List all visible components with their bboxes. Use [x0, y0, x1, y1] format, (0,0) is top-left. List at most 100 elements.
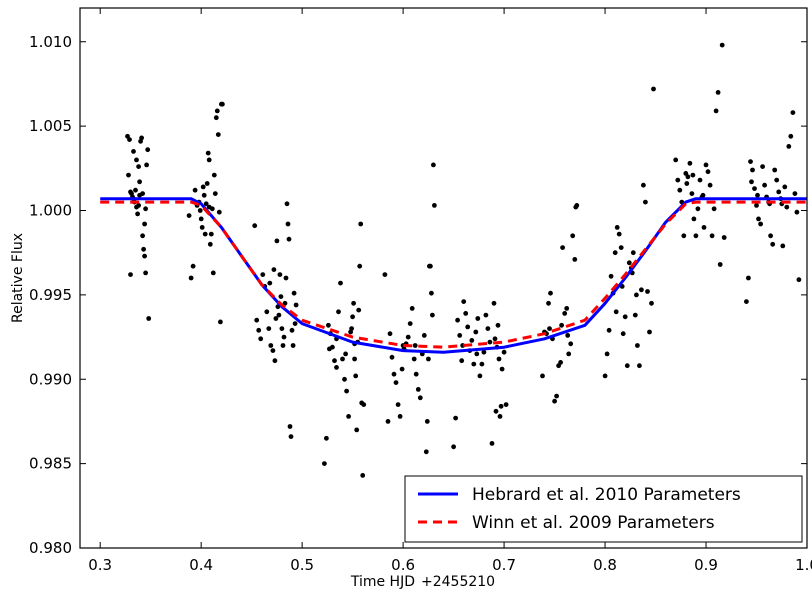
observation-point-241: [675, 177, 681, 183]
observation-point-51: [213, 115, 219, 121]
observation-point-70: [272, 358, 278, 364]
observation-point-252: [697, 177, 703, 183]
observation-point-158: [455, 317, 460, 323]
observation-point-246: [685, 174, 691, 180]
observation-point-163: [465, 324, 471, 330]
observation-point-214: [608, 273, 614, 279]
observation-point-75: [277, 272, 283, 277]
observation-point-29: [142, 221, 148, 227]
observation-point-100: [334, 365, 339, 370]
observation-point-44: [206, 157, 212, 163]
observation-point-266: [690, 172, 696, 178]
observation-point-80: [282, 300, 288, 306]
observation-point-174: [487, 339, 493, 345]
observation-point-153: [432, 203, 437, 208]
observation-point-39: [201, 192, 207, 198]
observation-point-230: [641, 182, 646, 188]
observation-point-53: [215, 132, 221, 138]
observation-point-127: [387, 331, 393, 337]
axis-ticks: 0.3 0.4 0.5 0.6 0.7 0.8 0.9 1.0 0.980 0.985 0.990 0…: [29, 8, 812, 574]
y-tick-label-2: 0.990: [29, 370, 72, 388]
observation-point-104: [342, 376, 347, 382]
x-axis-label: Time HJD: [350, 574, 415, 590]
observation-point-263: [719, 42, 725, 48]
observation-point-14: [139, 135, 145, 141]
observation-point-264: [721, 235, 727, 240]
observation-point-28: [140, 191, 146, 197]
observation-point-217: [614, 225, 620, 230]
observation-point-183: [498, 403, 504, 409]
observation-point-271: [750, 167, 755, 173]
model-curve-1: [100, 200, 807, 349]
observation-point-91: [293, 302, 299, 308]
observation-point-40: [202, 231, 208, 237]
observation-point-90: [292, 321, 298, 326]
y-axis-label: Relative Flux: [10, 233, 26, 323]
observation-point-210: [565, 333, 571, 338]
observation-point-244: [681, 233, 687, 239]
legend: Hebrard et al. 2010 Parameters Winn et a…: [404, 475, 803, 543]
observation-point-249: [691, 216, 697, 222]
observation-point-213: [606, 327, 612, 333]
observation-point-21: [128, 272, 133, 277]
observation-point-292: [792, 191, 798, 197]
y-tick-label-3: 0.995: [29, 286, 72, 304]
legend-label-winn: Winn et al. 2009 Parameters: [472, 513, 715, 533]
observation-point-157: [453, 415, 458, 421]
observation-point-46: [208, 231, 214, 237]
observation-point-8: [133, 187, 138, 193]
observation-point-151: [430, 312, 435, 318]
x-tick-label-7: 1.0: [795, 556, 812, 574]
observation-point-173: [485, 326, 491, 331]
observation-point-118: [360, 473, 366, 478]
observation-point-294: [796, 277, 802, 283]
observation-point-265: [684, 181, 690, 186]
observation-point-150: [429, 290, 434, 296]
observation-point-211: [602, 373, 608, 379]
observation-point-11: [136, 203, 142, 208]
observation-point-124: [327, 346, 332, 352]
observation-point-181: [496, 356, 502, 362]
observation-point-146: [424, 419, 430, 424]
observation-point-17: [142, 253, 148, 259]
x-tick-label-1: 0.4: [189, 556, 213, 574]
x-tick-label-6: 0.9: [694, 556, 718, 574]
observation-point-262: [717, 262, 723, 267]
observation-point-222: [624, 363, 630, 369]
legend-box: [404, 475, 803, 543]
observation-point-212: [604, 351, 610, 357]
observation-point-95: [324, 435, 329, 441]
observation-point-172: [483, 312, 489, 318]
observation-point-259: [711, 206, 717, 212]
observation-point-68: [268, 343, 274, 348]
observation-point-108: [350, 314, 355, 320]
y-tick-label-4: 1.000: [29, 202, 72, 220]
observation-point-89: [291, 290, 297, 296]
observation-point-48: [210, 270, 216, 276]
observation-point-186: [503, 402, 509, 407]
observation-point-247: [687, 160, 693, 166]
observation-point-178: [493, 408, 499, 414]
observation-point-130: [393, 380, 399, 385]
observation-point-191: [546, 300, 551, 306]
observation-point-94: [322, 461, 327, 466]
observation-point-206: [574, 203, 580, 208]
observation-point-296: [755, 192, 760, 198]
observation-point-197: [558, 360, 563, 365]
observation-point-166: [471, 361, 477, 367]
observation-point-67: [266, 326, 272, 331]
observation-point-242: [677, 187, 683, 193]
observation-point-64: [260, 272, 266, 277]
observation-point-184: [499, 366, 505, 372]
observation-point-140: [413, 371, 419, 377]
model-curve-0: [100, 197, 807, 354]
observation-point-77: [279, 326, 285, 331]
observation-point-287: [782, 184, 788, 190]
observation-point-203: [570, 233, 576, 239]
observation-point-221: [622, 314, 628, 320]
observation-point-31: [188, 275, 194, 281]
observation-point-79: [281, 334, 287, 340]
observation-point-258: [709, 233, 715, 239]
observation-point-261: [715, 90, 721, 95]
